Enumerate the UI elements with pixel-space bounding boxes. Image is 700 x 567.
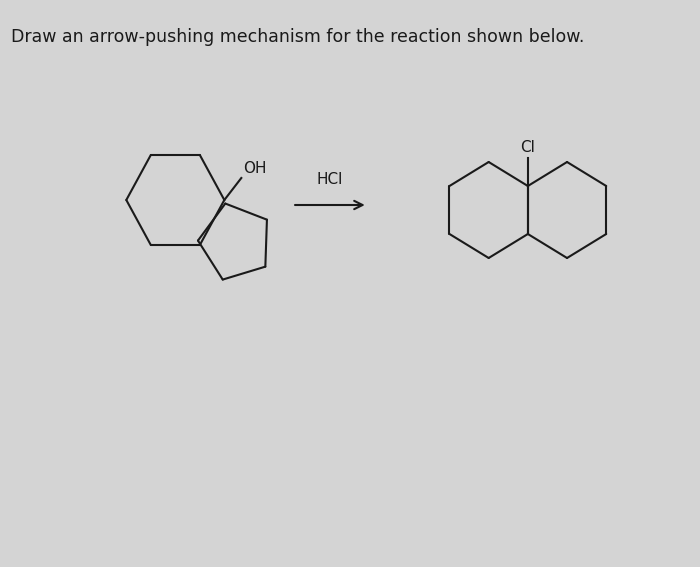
Text: Draw an arrow-pushing mechanism for the reaction shown below.: Draw an arrow-pushing mechanism for the … bbox=[11, 28, 584, 46]
Text: Cl: Cl bbox=[520, 140, 536, 155]
Text: OH: OH bbox=[243, 161, 267, 176]
Text: HCl: HCl bbox=[316, 172, 343, 187]
